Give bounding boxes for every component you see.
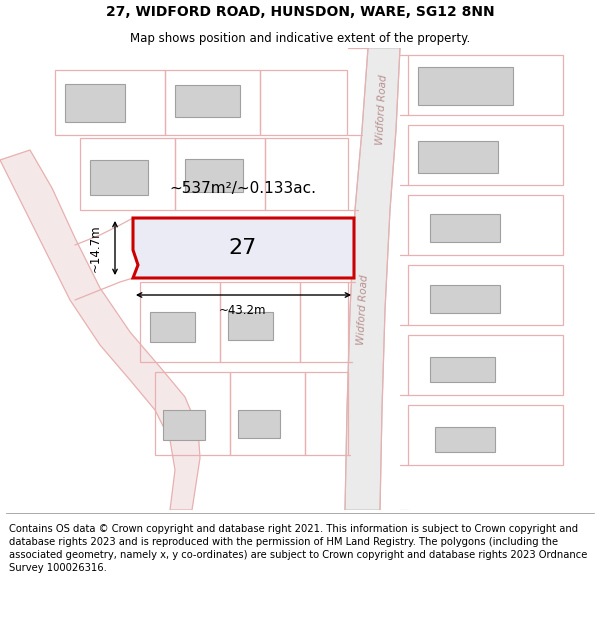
Bar bbox=[185, 159, 243, 192]
Polygon shape bbox=[345, 48, 400, 510]
Text: 27, WIDFORD ROAD, HUNSDON, WARE, SG12 8NN: 27, WIDFORD ROAD, HUNSDON, WARE, SG12 8N… bbox=[106, 5, 494, 19]
Text: Contains OS data © Crown copyright and database right 2021. This information is : Contains OS data © Crown copyright and d… bbox=[9, 524, 587, 573]
Bar bbox=[228, 312, 273, 340]
Bar bbox=[430, 285, 500, 313]
Text: Widford Road: Widford Road bbox=[375, 74, 389, 146]
Bar bbox=[430, 214, 500, 242]
Text: Widford Road: Widford Road bbox=[356, 274, 370, 346]
Bar bbox=[175, 85, 240, 117]
Polygon shape bbox=[0, 150, 200, 510]
Text: 27: 27 bbox=[229, 238, 257, 258]
Bar bbox=[418, 141, 498, 173]
Bar bbox=[163, 410, 205, 440]
Bar bbox=[430, 357, 495, 382]
Text: ~537m²/~0.133ac.: ~537m²/~0.133ac. bbox=[170, 181, 317, 196]
Text: ~43.2m: ~43.2m bbox=[219, 304, 267, 316]
Bar bbox=[238, 410, 280, 438]
Bar bbox=[90, 160, 148, 195]
Bar bbox=[418, 67, 513, 105]
Text: Map shows position and indicative extent of the property.: Map shows position and indicative extent… bbox=[130, 32, 470, 45]
Bar bbox=[435, 427, 495, 452]
Text: ~14.7m: ~14.7m bbox=[89, 224, 101, 272]
Bar bbox=[65, 84, 125, 122]
Polygon shape bbox=[133, 218, 354, 278]
Bar bbox=[150, 312, 195, 342]
